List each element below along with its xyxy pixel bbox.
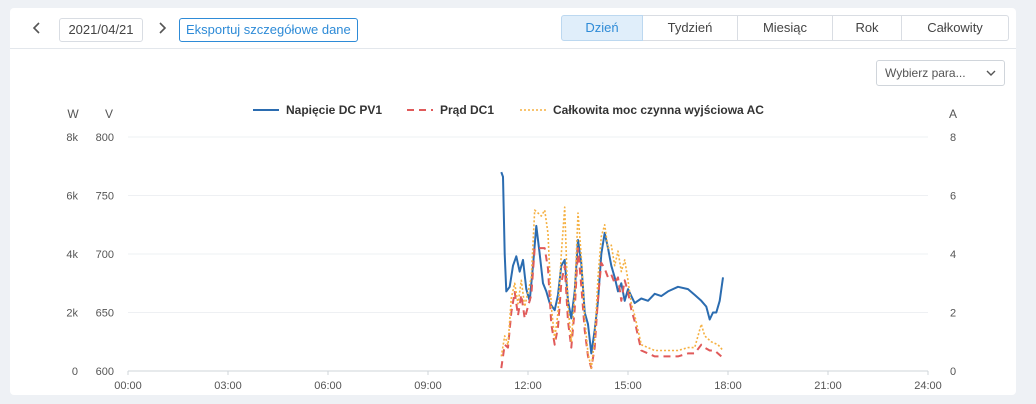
date-picker[interactable]: 2021/04/21 xyxy=(59,18,143,42)
tab-total[interactable]: Całkowity xyxy=(901,15,1009,41)
x-tick-label: 18:00 xyxy=(714,380,742,392)
y-tick-label-w: 2k xyxy=(66,308,78,320)
x-tick-label: 09:00 xyxy=(414,380,442,392)
x-tick-label: 03:00 xyxy=(214,380,242,392)
grid xyxy=(128,136,928,372)
y-tick-label-a: 0 xyxy=(950,366,956,378)
y-tick-label-a: 8 xyxy=(950,132,956,144)
x-tick-label: 00:00 xyxy=(114,380,142,392)
export-button[interactable]: Eksportuj szczegółowe dane xyxy=(179,18,358,42)
y-tick-label-v: 650 xyxy=(96,308,114,320)
x-tick-label: 15:00 xyxy=(614,380,642,392)
series-lines xyxy=(500,171,724,370)
chevron-down-icon xyxy=(986,70,996,76)
y-tick-label-w: 8k xyxy=(66,132,78,144)
x-tick-label: 21:00 xyxy=(814,380,842,392)
chevron-right-icon[interactable] xyxy=(153,19,171,37)
parameter-select[interactable]: Wybierz para... xyxy=(876,60,1005,86)
y-tick-label-w: 4k xyxy=(66,249,78,261)
legend-label: Napięcie DC PV1 xyxy=(286,103,382,117)
axis-unit-v: V xyxy=(105,107,113,121)
x-tick-label: 24:00 xyxy=(914,380,942,392)
legend-label: Prąd DC1 xyxy=(440,103,494,117)
axes: 0 600 0 2k 650 2 4k 700 4 6k 750 6 8k 800 8 W V A 00:00 03:… xyxy=(66,107,957,392)
x-tick-label: 06:00 xyxy=(314,380,342,392)
y-tick-label-v: 750 xyxy=(96,191,114,203)
y-tick-label-a: 4 xyxy=(950,249,956,261)
tab-month[interactable]: Miesiąc xyxy=(737,15,833,41)
y-tick-label-w: 0 xyxy=(72,366,78,378)
legend-label: Całkowita moc czynna wyjściowa AC xyxy=(553,103,764,117)
y-tick-label-a: 6 xyxy=(950,191,956,203)
tab-week[interactable]: Tydzień xyxy=(642,15,738,41)
parameter-select-placeholder: Wybierz para... xyxy=(885,66,966,80)
chevron-left-icon[interactable] xyxy=(28,19,46,37)
y-tick-label-v: 800 xyxy=(96,132,114,144)
legend: Napięcie DC PV1 Prąd DC1 Całkowita moc czy… xyxy=(253,103,764,117)
y-tick-label-v: 600 xyxy=(96,366,114,378)
axis-unit-a: A xyxy=(949,107,957,121)
y-tick-label-a: 2 xyxy=(950,308,956,320)
y-tick-label-w: 6k xyxy=(66,191,78,203)
tab-day[interactable]: Dzień xyxy=(561,15,643,41)
chart-panel: Wybierz para... xyxy=(10,49,1016,395)
toolbar: 2021/04/21 Eksportuj szczegółowe dane Dz… xyxy=(10,8,1016,49)
period-tabs: Dzień Tydzień Miesiąc Rok Całkowity xyxy=(561,15,1009,41)
axis-unit-w: W xyxy=(67,107,79,121)
y-tick-label-v: 700 xyxy=(96,249,114,261)
series-line-2 xyxy=(500,206,724,369)
x-tick-label: 12:00 xyxy=(514,380,542,392)
